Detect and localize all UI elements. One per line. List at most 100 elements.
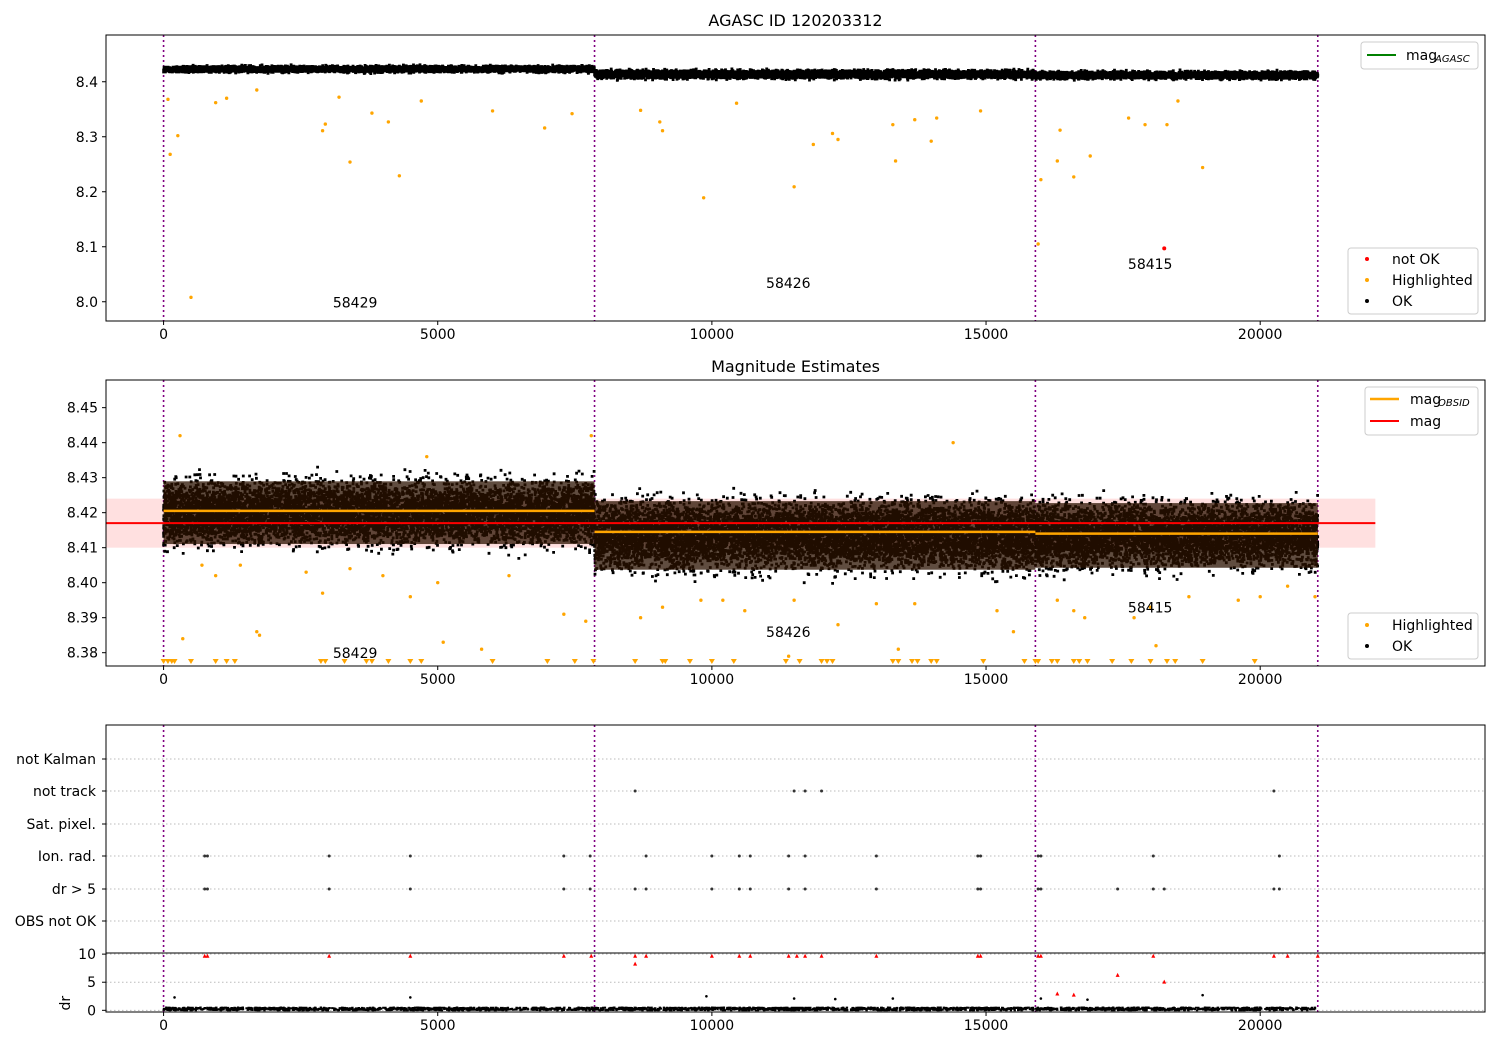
clipped-marker (632, 659, 639, 664)
legend-label: mag (1410, 414, 1441, 430)
highlighted-point (238, 563, 243, 567)
flag-label: dr > 5 (52, 882, 96, 898)
flag-point (588, 854, 592, 858)
dr-outlier-point (891, 997, 895, 1000)
highlighted-point (734, 101, 739, 105)
dr-outlier-point (792, 997, 796, 1000)
y-tick-label: 8.42 (67, 506, 98, 522)
clipped-marker (889, 659, 896, 664)
flag-point (633, 789, 637, 793)
highlighted-point (836, 137, 840, 142)
clipped-marker (341, 659, 348, 664)
flag-point (979, 887, 983, 891)
clipped-marker (544, 659, 551, 664)
highlighted-point (1176, 99, 1180, 103)
x-tick-label: 0 (159, 672, 168, 688)
y-tick-label: 8.1 (76, 240, 98, 256)
chart-title: AGASC ID 120203312 (708, 11, 882, 30)
flag-point (787, 887, 791, 891)
dr-flagged-point (1036, 953, 1041, 958)
highlighted-point (699, 598, 703, 602)
dr-flagged-point (1162, 979, 1167, 984)
axes-frame (105, 379, 1486, 667)
clipped-marker (385, 659, 392, 664)
flag-label: not track (33, 784, 97, 800)
x-tick-label: 10000 (690, 1018, 735, 1034)
clipped-marker (160, 659, 167, 664)
highlighted-point (1055, 598, 1060, 602)
flag-point (588, 887, 592, 891)
flag-label: OBS not OK (15, 914, 97, 930)
clipped-marker (1035, 659, 1042, 664)
flag-point (787, 854, 791, 858)
y-tick-label: 8.0 (76, 295, 98, 311)
clipped-marker (933, 659, 940, 664)
highlighted-point (1187, 594, 1191, 599)
highlighted-point (1126, 116, 1131, 120)
legend-marker (1365, 278, 1369, 282)
highlighted-point (1148, 605, 1153, 609)
dr-flagged-point (589, 953, 594, 958)
flag-point (205, 854, 209, 858)
dr-flagged-point (561, 953, 566, 958)
highlighted-point (1200, 165, 1205, 170)
ok-point-cloud (1034, 68, 1320, 82)
legend-status: not OK Highlighted OK (1347, 247, 1479, 315)
clipped-marker (895, 659, 902, 664)
highlighted-point (370, 111, 374, 115)
legend-marker (1365, 257, 1369, 261)
clipped-marker (824, 659, 831, 664)
clipped-marker (1163, 659, 1170, 664)
dr-flagged-point (1038, 953, 1043, 958)
x-tick-label: 5000 (420, 672, 456, 688)
clipped-marker (1128, 659, 1135, 664)
dr-outlier-point (409, 996, 412, 999)
dr-panel: 0 5 10 dr 0 5000 10000 15000 20000 (58, 947, 1486, 1034)
highlighted-point (542, 126, 547, 130)
y-tick-label: 8.43 (67, 471, 98, 487)
clipped-marker (1070, 659, 1077, 664)
legend-box (1347, 612, 1479, 660)
x-tick-label: 5000 (420, 1018, 456, 1034)
highlighted-point (660, 605, 665, 609)
highlighted-point (1165, 122, 1169, 127)
dr-flagged-point (978, 953, 983, 958)
dr-ok-cloud (162, 1006, 1317, 1012)
highlighted-point (507, 573, 511, 578)
clipped-marker (489, 659, 496, 664)
clipped-marker (662, 659, 669, 664)
clipped-marker (317, 659, 324, 664)
not-ok-point (1162, 246, 1167, 251)
clipped-marker (708, 659, 715, 664)
flag-point (748, 887, 752, 891)
legend-box (1360, 41, 1479, 70)
highlighted-point (1088, 154, 1092, 158)
flag-point (408, 854, 412, 858)
highlighted-point (323, 122, 328, 126)
y-tick-label: 8.39 (67, 611, 98, 627)
flag-point (644, 854, 648, 858)
highlighted-point (348, 566, 352, 571)
highlighted-point (213, 573, 218, 578)
highlighted-point (874, 601, 879, 606)
y-tick-label: 10 (78, 947, 96, 963)
clipped-marker (829, 659, 836, 664)
flag-point (874, 854, 878, 858)
axes-frame (105, 952, 1486, 1013)
clipped-marker (171, 659, 178, 664)
dense-core (594, 501, 1036, 570)
dr-outlier-point (173, 996, 176, 999)
flag-point (1036, 854, 1040, 858)
ok-point-cloud (162, 63, 596, 75)
clipped-marker (363, 659, 370, 664)
highlighted-point (1083, 615, 1087, 620)
flag-point (737, 887, 741, 891)
flag-point (748, 854, 752, 858)
highlighted-point (304, 570, 308, 574)
dr-flagged-point (1071, 992, 1076, 997)
clipped-marker (1021, 659, 1028, 664)
flag-point (1277, 854, 1281, 858)
flag-point (1036, 887, 1040, 891)
highlighted-point (386, 120, 391, 124)
highlighted-point (1055, 159, 1060, 163)
